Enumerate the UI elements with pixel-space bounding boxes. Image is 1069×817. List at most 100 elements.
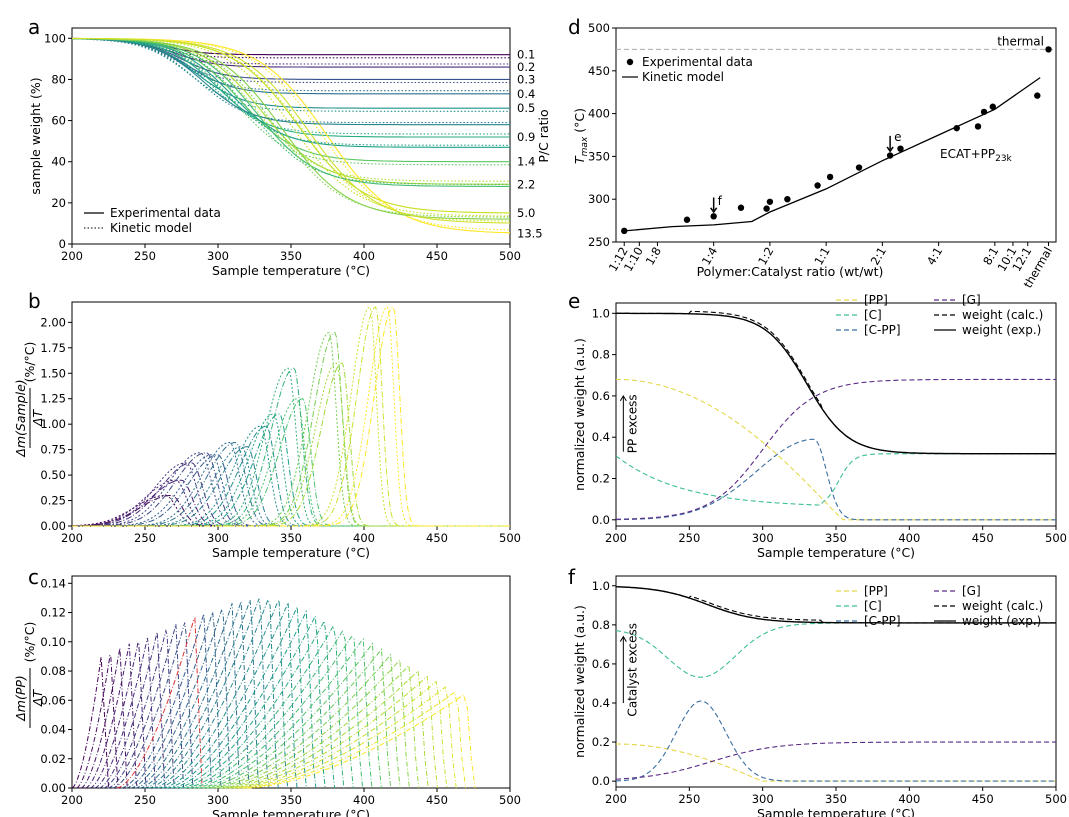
y-tick-label: 0.8 — [592, 618, 610, 632]
y-tick-label: 80 — [51, 72, 66, 86]
x-tick-label: 300 — [207, 531, 229, 545]
legend-swatch-experimental — [626, 58, 634, 66]
pp-derivative-curve — [71, 657, 110, 789]
derivative-curve — [72, 462, 510, 527]
legend-label: [C] — [864, 308, 882, 322]
y-tick-label: 60 — [51, 114, 66, 128]
x-tick-label: 200 — [61, 249, 83, 263]
g-curve — [615, 378, 1056, 520]
x-tick-label: 250 — [678, 531, 700, 545]
legend-label: weight (calc.) — [962, 599, 1043, 613]
derivative-curve — [72, 462, 510, 527]
derivative-curve — [72, 367, 510, 527]
x-tick-label: 450 — [426, 249, 448, 263]
derivative-curve — [72, 362, 510, 527]
y-tick-label: 1.50 — [40, 366, 66, 380]
ratio-label: 0.2 — [517, 60, 535, 74]
y-tick-label: 0.06 — [40, 693, 66, 707]
x-tick-label: 400 — [353, 249, 375, 263]
y-tick-label: 20 — [51, 196, 66, 210]
x-tick-label: 350 — [825, 792, 847, 806]
weight-exp-curve — [615, 586, 1056, 624]
excess-arrow-head — [619, 635, 627, 642]
legend-label: [G] — [962, 293, 981, 307]
x-tick-label: 200 — [605, 792, 627, 806]
y-tick-label: 0.25 — [40, 494, 66, 508]
y-tick-label: 300 — [588, 192, 610, 206]
y-tick-label: 2.00 — [40, 315, 66, 329]
pp-derivative-curve — [193, 636, 364, 789]
experimental-curve — [71, 38, 510, 126]
pp-derivative-curve — [197, 637, 373, 789]
x-axis-label: Polymer:Catalyst ratio (wt/wt) — [697, 264, 884, 279]
y-tick-label: 40 — [51, 155, 66, 169]
x-tick-label: 500 — [499, 793, 521, 807]
y-tick-label: 0.0 — [592, 774, 610, 788]
weight-exp-curve — [616, 312, 1056, 455]
y-tick-label: 0.10 — [40, 635, 66, 649]
y-axis-label: Tmax (°C) — [572, 108, 590, 164]
y-tick-label: 0.04 — [40, 723, 66, 737]
derivative-curve — [72, 367, 510, 527]
model-curve — [72, 37, 510, 217]
panel-e: 200 250 300 350 400 450 500 0.0 0.2 0.4 0.6 0.8 1.0 S… — [568, 289, 1067, 560]
y-tick-label: 0.14 — [40, 576, 66, 590]
x-tick-label: 300 — [207, 249, 229, 263]
y-tick-label: 0.2 — [592, 735, 610, 749]
data-point — [1045, 46, 1052, 53]
pp-derivative-curve — [220, 664, 420, 789]
cpp-curve — [615, 700, 1056, 782]
ratio-label: 0.9 — [517, 130, 535, 144]
derivative-curve — [72, 362, 510, 527]
derivative-curve — [72, 398, 510, 527]
x-tick-label: 500 — [1045, 792, 1067, 806]
derivative-curve — [72, 398, 510, 527]
derivative-curve — [72, 454, 510, 527]
legend-label: [PP] — [864, 293, 888, 307]
y-label-unit: (%/°C) — [22, 622, 37, 663]
x-tick-label: 400 — [353, 531, 375, 545]
data-point — [897, 145, 904, 152]
x-tick-label: 450 — [426, 531, 448, 545]
derivative-curve — [72, 446, 510, 527]
x-tick-label: 300 — [207, 793, 229, 807]
pp-derivative-curve — [233, 680, 448, 789]
x-tick-label: 200 — [605, 531, 627, 545]
excess-label: Catalyst excess — [625, 623, 639, 717]
y-label-denominator: ΔT — [30, 409, 45, 428]
pp-derivative-curve — [121, 613, 214, 789]
pp-derivative-curve — [152, 598, 279, 789]
c-curve — [615, 453, 1056, 506]
x-tick-label: 350 — [280, 531, 302, 545]
excess-arrow-head — [619, 394, 627, 402]
y-tick-label: 0.08 — [40, 664, 66, 678]
x-tick-label: 200 — [61, 793, 83, 807]
x-axis-label: Sample temperature (°C) — [757, 545, 915, 560]
data-point — [980, 108, 988, 116]
catalyst-label: ECAT+PP23k — [940, 147, 1013, 164]
x-tick-label: 200 — [61, 531, 83, 545]
x-axis-label: Sample temperature (°C) — [757, 806, 915, 817]
panel-letter-b: b — [28, 289, 41, 313]
x-tick-label: 500 — [499, 249, 521, 263]
y-tick-label: 350 — [588, 149, 610, 163]
panel-letter-f: f — [568, 565, 576, 589]
x-tick-label: 450 — [972, 792, 994, 806]
derivative-curve — [72, 452, 510, 527]
pp-derivative-curve — [202, 642, 382, 789]
y-tick-label: 0.0 — [592, 513, 610, 527]
x-tick-label: 250 — [134, 531, 156, 545]
experimental-curve — [71, 37, 510, 224]
y-label-numerator: Δm(PP) — [13, 675, 28, 722]
y-axis-label: Δm(PP) ΔT (%/°C) — [13, 622, 45, 728]
annotation-f: f — [718, 194, 723, 208]
thermal-label: thermal — [997, 34, 1044, 48]
y-label-denominator: ΔT — [30, 689, 45, 708]
legend-label: weight (exp.) — [962, 323, 1041, 337]
pp-derivative-curve — [184, 624, 345, 789]
y-tick-label: 1.75 — [40, 341, 66, 355]
y-tick-label: 0.50 — [40, 468, 66, 482]
derivative-curve — [72, 306, 510, 527]
y-tick-label: 0.8 — [592, 348, 610, 362]
